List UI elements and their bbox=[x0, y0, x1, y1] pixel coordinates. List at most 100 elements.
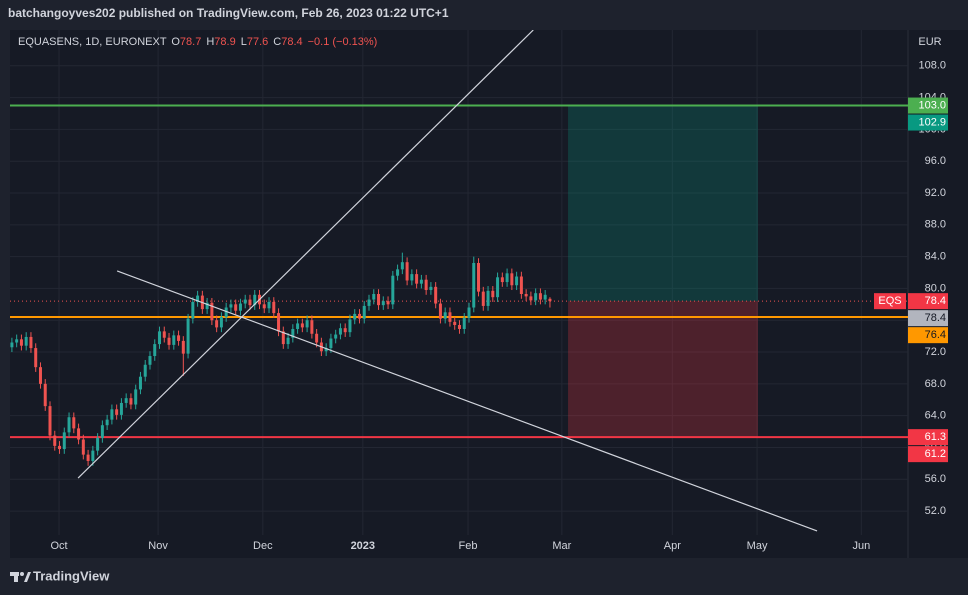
candle-body bbox=[253, 294, 257, 306]
candle-body bbox=[377, 294, 381, 306]
price-label: 61.2 bbox=[925, 448, 946, 460]
overlay: 52.056.060.064.068.072.076.080.084.088.0… bbox=[50, 60, 948, 552]
candle-body bbox=[248, 299, 252, 306]
candle-body bbox=[105, 419, 109, 426]
candle-body bbox=[410, 274, 414, 281]
price-label: 61.3 bbox=[925, 431, 946, 443]
candle-body bbox=[67, 417, 71, 433]
currency: EUR bbox=[918, 36, 941, 48]
y-tick-label: 68.0 bbox=[925, 378, 946, 390]
candle-body bbox=[291, 328, 295, 338]
symbol-label-bg bbox=[874, 293, 906, 310]
price-label: 78.4 bbox=[925, 295, 946, 307]
y-tick-label: 108.0 bbox=[918, 60, 946, 72]
candle-body bbox=[143, 364, 147, 377]
candle-body bbox=[238, 303, 242, 311]
candle-body bbox=[196, 295, 200, 302]
y-tick-label: 96.0 bbox=[925, 155, 946, 167]
candle-body bbox=[543, 294, 547, 300]
candle-body bbox=[315, 333, 319, 343]
candle-body bbox=[172, 335, 176, 345]
candle-body bbox=[58, 445, 62, 450]
candle-body bbox=[286, 337, 290, 345]
candle-body bbox=[186, 318, 190, 354]
candle-body bbox=[134, 389, 138, 405]
candle-body bbox=[381, 301, 385, 306]
candle-body bbox=[467, 307, 471, 318]
legend-key: C bbox=[273, 36, 281, 48]
x-tick-label: May bbox=[747, 540, 768, 552]
price-label-bg bbox=[908, 114, 948, 131]
candle-body bbox=[477, 262, 481, 292]
candle-body bbox=[177, 335, 181, 341]
candle-body bbox=[534, 293, 538, 301]
x-tick-label: Jun bbox=[852, 540, 870, 552]
candle-body bbox=[453, 321, 457, 326]
candle-body bbox=[462, 317, 466, 329]
candle-body bbox=[29, 336, 33, 349]
y-tick-label: 88.0 bbox=[925, 219, 946, 231]
candle-body bbox=[224, 307, 228, 318]
candle-body bbox=[372, 294, 376, 300]
x-tick-label: 2023 bbox=[351, 540, 375, 552]
candle-body bbox=[48, 406, 52, 436]
candle-body bbox=[481, 291, 485, 306]
y-tick-label: 84.0 bbox=[925, 251, 946, 263]
header: batchangoyves202 published on TradingVie… bbox=[8, 6, 449, 20]
legend-value: 77.6 bbox=[247, 36, 268, 48]
candle-body bbox=[229, 304, 233, 308]
candle-body bbox=[400, 262, 404, 270]
y-tick-label: 52.0 bbox=[925, 505, 946, 517]
x-tick-label: Feb bbox=[459, 540, 478, 552]
candle-body bbox=[443, 312, 447, 319]
candle-body bbox=[338, 328, 342, 335]
price-label: 102.9 bbox=[918, 116, 946, 128]
candle-body bbox=[119, 402, 123, 415]
candle-body bbox=[438, 303, 442, 319]
candle-body bbox=[305, 320, 309, 328]
candle-body bbox=[367, 299, 371, 306]
candle-body bbox=[310, 320, 314, 334]
legend-key: O bbox=[171, 36, 180, 48]
candle-body bbox=[234, 304, 238, 311]
candle-body bbox=[434, 286, 438, 304]
candle-body bbox=[191, 301, 195, 319]
candle-body bbox=[115, 409, 119, 415]
candle-body bbox=[10, 342, 14, 348]
candle-body bbox=[110, 409, 114, 420]
legend: EQUASENS, 1D, EURONEXT O78.7 H78.9 L77.6 C78… bbox=[18, 36, 377, 48]
trendline bbox=[116, 270, 818, 532]
candle-body bbox=[158, 331, 162, 345]
candle-body bbox=[429, 286, 433, 291]
price-label-bg bbox=[908, 327, 948, 344]
price-label-bg bbox=[908, 97, 948, 114]
candle-body bbox=[529, 296, 533, 301]
candle-body bbox=[277, 313, 281, 332]
candle-body bbox=[219, 317, 223, 328]
candle-body bbox=[100, 425, 104, 438]
candle-body bbox=[396, 269, 400, 276]
candle-body bbox=[538, 293, 542, 300]
candle-body bbox=[53, 435, 57, 446]
legend-change: −0.1 (−0.13%) bbox=[308, 36, 378, 48]
candle-body bbox=[38, 367, 42, 384]
candle-body bbox=[77, 428, 81, 440]
legend-value: 78.4 bbox=[281, 36, 302, 48]
candle-body bbox=[386, 301, 390, 305]
candle-body bbox=[162, 331, 166, 338]
price-label-bg bbox=[908, 310, 948, 327]
candle-body bbox=[448, 312, 452, 322]
y-tick-label: 72.0 bbox=[925, 346, 946, 358]
y-tick-label: 92.0 bbox=[925, 187, 946, 199]
candle-body bbox=[91, 450, 95, 461]
y-tick-label: 80.0 bbox=[925, 282, 946, 294]
candle-body bbox=[353, 313, 357, 320]
symbol-label: EQS bbox=[878, 295, 901, 307]
candle-body bbox=[472, 262, 476, 308]
candle-body bbox=[334, 334, 338, 339]
candle-body bbox=[167, 337, 171, 345]
price-label: 103.0 bbox=[918, 99, 946, 111]
candle-body bbox=[500, 277, 504, 283]
